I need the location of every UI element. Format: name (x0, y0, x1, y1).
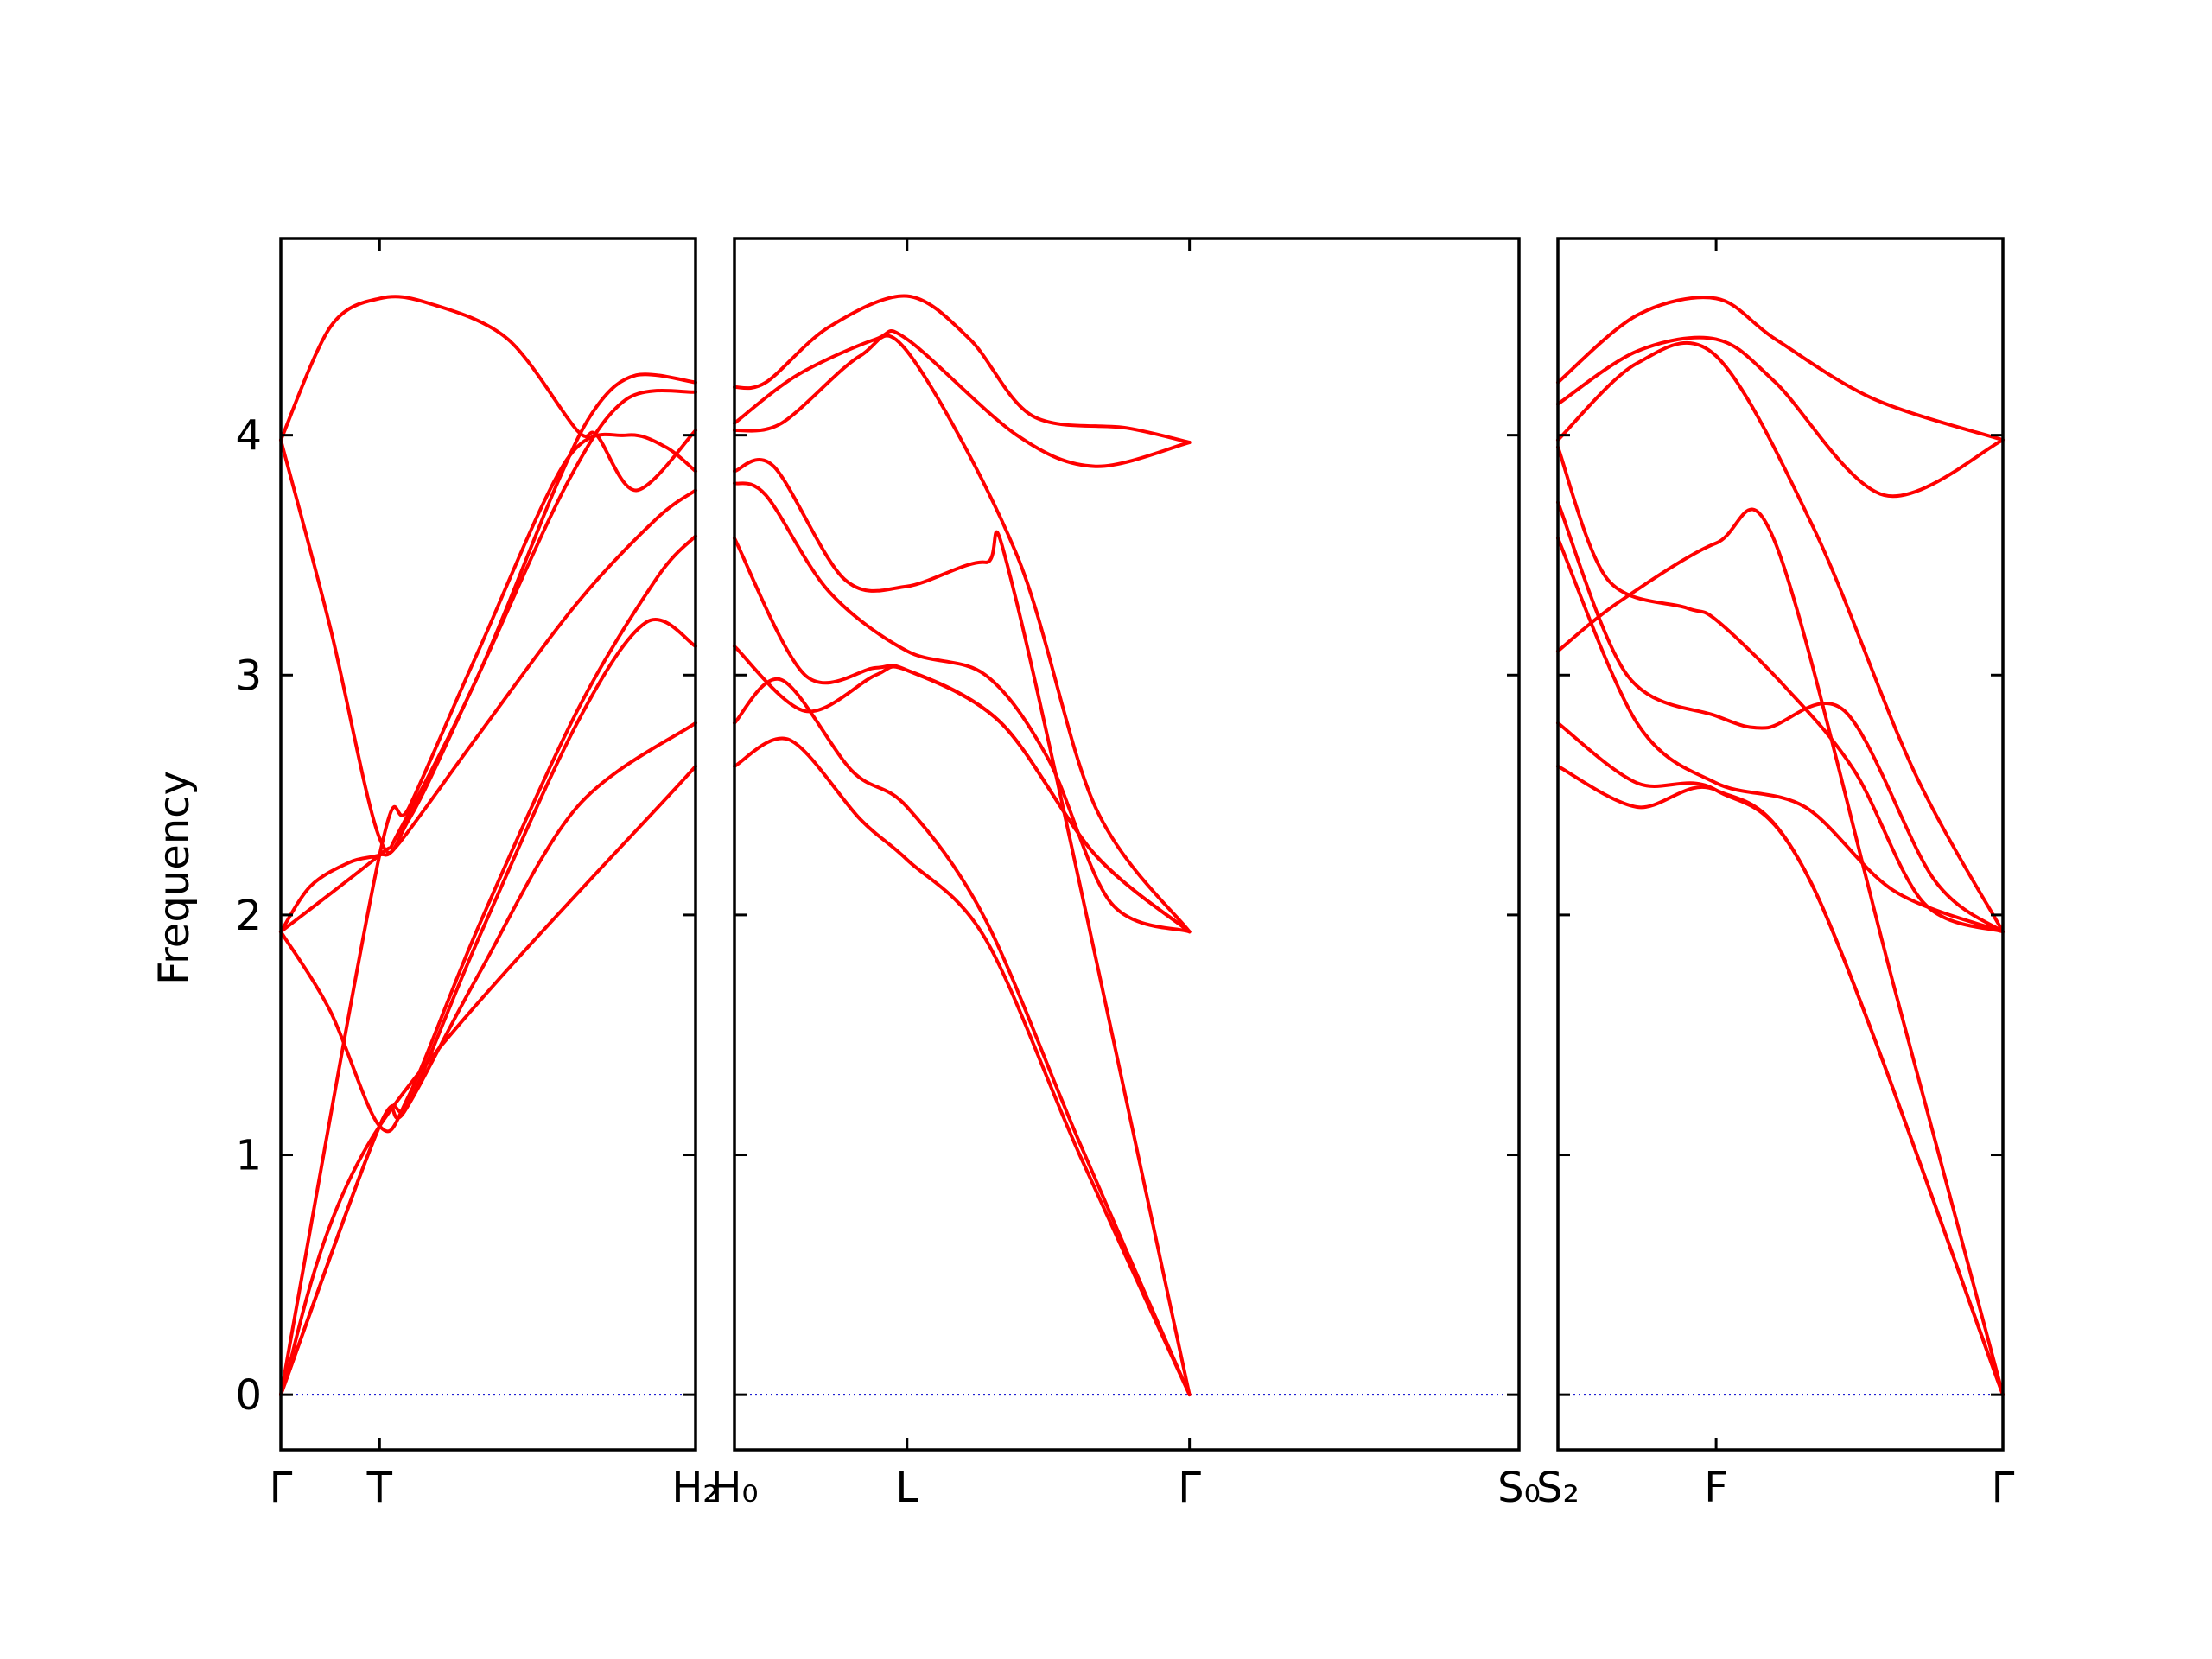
band-line-3-9 (1556, 296, 2005, 442)
band-line-3-7 (1556, 340, 2005, 934)
band-line-2-2 (733, 677, 1192, 1397)
x-tick-label: Γ (270, 1464, 293, 1512)
band-line-1-6 (279, 389, 697, 855)
band-line-1-7 (279, 432, 697, 1397)
band-line-1-9 (279, 372, 697, 934)
panel-frame (1556, 237, 2005, 1452)
panel-1: Γ T H₂ 0 1 2 3 4 (235, 237, 720, 1512)
y-tick-label: 2 (235, 892, 262, 940)
band-line-3-3 (1556, 507, 2005, 1397)
x-tick-label: L (895, 1464, 918, 1512)
band-line-1-5 (279, 488, 697, 934)
band-line-2-7 (733, 334, 1192, 934)
x-tick-label: H₀ (710, 1464, 758, 1512)
panel-3: S₂ F Γ (1536, 237, 2015, 1512)
band-line-3-2 (1556, 721, 2005, 1397)
band-line-1-1 (279, 764, 697, 1397)
band-line-3-8 (1556, 335, 2005, 499)
x-tick-label: Γ (1178, 1464, 1201, 1512)
x-tick-label: S₀ (1497, 1464, 1541, 1512)
x-tick-label: H₂ (671, 1464, 719, 1512)
band-line-3-5 (1556, 445, 2005, 934)
band-line-2-3 (733, 645, 1192, 934)
x-tick-label: S₂ (1536, 1464, 1580, 1512)
band-line-2-8 (733, 329, 1192, 468)
band-line-2-6 (733, 458, 1192, 1397)
y-tick-label: 4 (235, 412, 262, 461)
y-tick-label: 0 (235, 1371, 262, 1420)
y-axis-label: Frequency (150, 771, 199, 985)
band-line-2-9 (733, 294, 1192, 444)
x-tick-label: F (1704, 1464, 1728, 1512)
band-line-1-2 (279, 721, 697, 1397)
y-tick-label: 1 (235, 1132, 262, 1180)
band-line-2-5 (733, 481, 1192, 934)
band-line-1-8 (279, 295, 697, 493)
band-line-3-4 (1556, 537, 2005, 934)
band-line-3-1 (1556, 764, 2005, 1397)
band-line-2-4 (733, 537, 1192, 934)
y-tick-label: 3 (235, 652, 262, 700)
panel-frame (279, 237, 697, 1452)
x-tick-label: T (366, 1464, 393, 1512)
panel-frame (733, 237, 1521, 1452)
band-line-2-1 (733, 736, 1192, 1397)
band-line-1-3 (279, 618, 697, 1397)
band-line-1-4 (279, 534, 697, 1134)
panel-2: H₀ L Γ S₀ (710, 237, 1541, 1512)
band-line-3-6 (1556, 500, 2005, 934)
x-tick-label: Γ (1992, 1464, 2015, 1512)
